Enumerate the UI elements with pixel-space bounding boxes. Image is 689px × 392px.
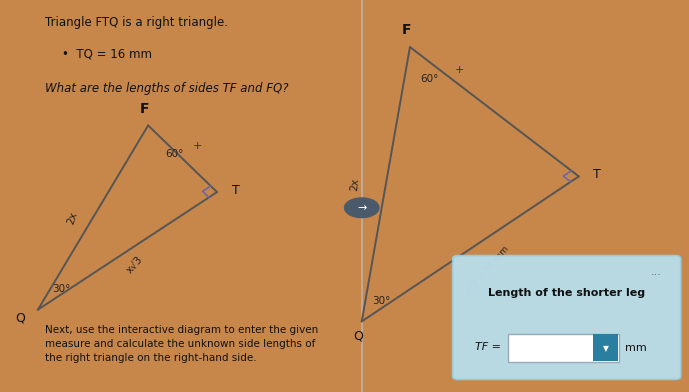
Text: Q: Q <box>353 329 363 342</box>
Text: Length of the shorter leg: Length of the shorter leg <box>488 288 646 298</box>
Text: 2x: 2x <box>349 178 360 191</box>
Text: +: + <box>193 141 203 151</box>
Text: ...: ... <box>650 267 661 277</box>
Circle shape <box>344 198 379 218</box>
FancyBboxPatch shape <box>508 334 619 362</box>
Text: Q: Q <box>16 312 25 325</box>
Text: T: T <box>232 183 240 197</box>
Text: F: F <box>140 102 150 116</box>
Text: mm: mm <box>625 343 647 353</box>
Text: What are the lengths of sides TF and FQ?: What are the lengths of sides TF and FQ? <box>45 82 288 95</box>
Text: x√3 = 16 mm: x√3 = 16 mm <box>464 244 511 297</box>
Text: x√3: x√3 <box>124 254 145 275</box>
Text: →: → <box>357 203 367 213</box>
Text: •  TQ = 16 mm: • TQ = 16 mm <box>62 47 152 60</box>
Text: F: F <box>402 23 411 37</box>
Text: T: T <box>593 168 600 181</box>
Text: 60°: 60° <box>165 149 184 159</box>
Text: +: + <box>455 65 464 75</box>
Text: 2x: 2x <box>65 210 79 225</box>
Text: 30°: 30° <box>52 284 70 294</box>
Text: 30°: 30° <box>372 296 391 306</box>
FancyBboxPatch shape <box>453 256 681 379</box>
Text: 60°: 60° <box>420 74 439 85</box>
Text: Next, use the interactive diagram to enter the given
measure and calculate the u: Next, use the interactive diagram to ent… <box>45 325 318 363</box>
Text: ▼: ▼ <box>603 344 608 352</box>
FancyBboxPatch shape <box>593 334 618 361</box>
Text: TF =: TF = <box>475 342 502 352</box>
Text: Triangle FTQ is a right triangle.: Triangle FTQ is a right triangle. <box>45 16 228 29</box>
